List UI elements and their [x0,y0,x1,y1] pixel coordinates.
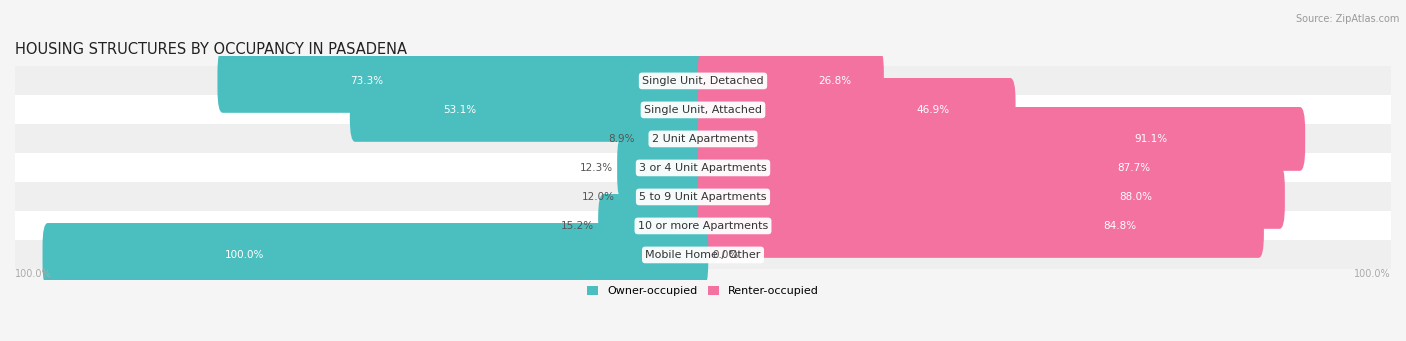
Text: 12.0%: 12.0% [582,192,614,202]
Text: 2 Unit Apartments: 2 Unit Apartments [652,134,754,144]
Bar [15,240,1391,269]
Text: 15.2%: 15.2% [561,221,593,231]
Text: 0.0%: 0.0% [713,250,740,260]
Bar [15,66,1391,95]
Text: 53.1%: 53.1% [443,105,477,115]
FancyBboxPatch shape [697,107,1305,171]
Text: 10 or more Apartments: 10 or more Apartments [638,221,768,231]
FancyBboxPatch shape [697,78,1015,142]
FancyBboxPatch shape [350,78,709,142]
FancyBboxPatch shape [697,194,1264,258]
Text: 87.7%: 87.7% [1118,163,1150,173]
Text: 100.0%: 100.0% [1354,269,1391,279]
FancyBboxPatch shape [598,194,709,258]
Text: 8.9%: 8.9% [609,134,636,144]
Bar [15,124,1391,153]
Text: Mobile Home / Other: Mobile Home / Other [645,250,761,260]
Text: 84.8%: 84.8% [1104,221,1136,231]
FancyBboxPatch shape [218,49,709,113]
Bar [15,182,1391,211]
Text: 3 or 4 Unit Apartments: 3 or 4 Unit Apartments [640,163,766,173]
FancyBboxPatch shape [617,136,709,200]
Text: 46.9%: 46.9% [917,105,950,115]
FancyBboxPatch shape [697,49,884,113]
Bar [15,95,1391,124]
Text: Source: ZipAtlas.com: Source: ZipAtlas.com [1295,14,1399,24]
Text: 91.1%: 91.1% [1135,134,1167,144]
Text: 100.0%: 100.0% [225,250,264,260]
Legend: Owner-occupied, Renter-occupied: Owner-occupied, Renter-occupied [582,282,824,301]
Text: 12.3%: 12.3% [579,163,613,173]
FancyBboxPatch shape [697,136,1282,200]
FancyBboxPatch shape [619,165,709,229]
Text: 26.8%: 26.8% [818,76,851,86]
FancyBboxPatch shape [42,223,709,287]
FancyBboxPatch shape [640,107,709,171]
Text: Single Unit, Detached: Single Unit, Detached [643,76,763,86]
FancyBboxPatch shape [697,165,1285,229]
Text: HOUSING STRUCTURES BY OCCUPANCY IN PASADENA: HOUSING STRUCTURES BY OCCUPANCY IN PASAD… [15,42,406,57]
Text: 73.3%: 73.3% [350,76,384,86]
Text: 5 to 9 Unit Apartments: 5 to 9 Unit Apartments [640,192,766,202]
Text: Single Unit, Attached: Single Unit, Attached [644,105,762,115]
Text: 100.0%: 100.0% [15,269,52,279]
Text: 88.0%: 88.0% [1119,192,1152,202]
Bar [15,153,1391,182]
Bar [15,211,1391,240]
